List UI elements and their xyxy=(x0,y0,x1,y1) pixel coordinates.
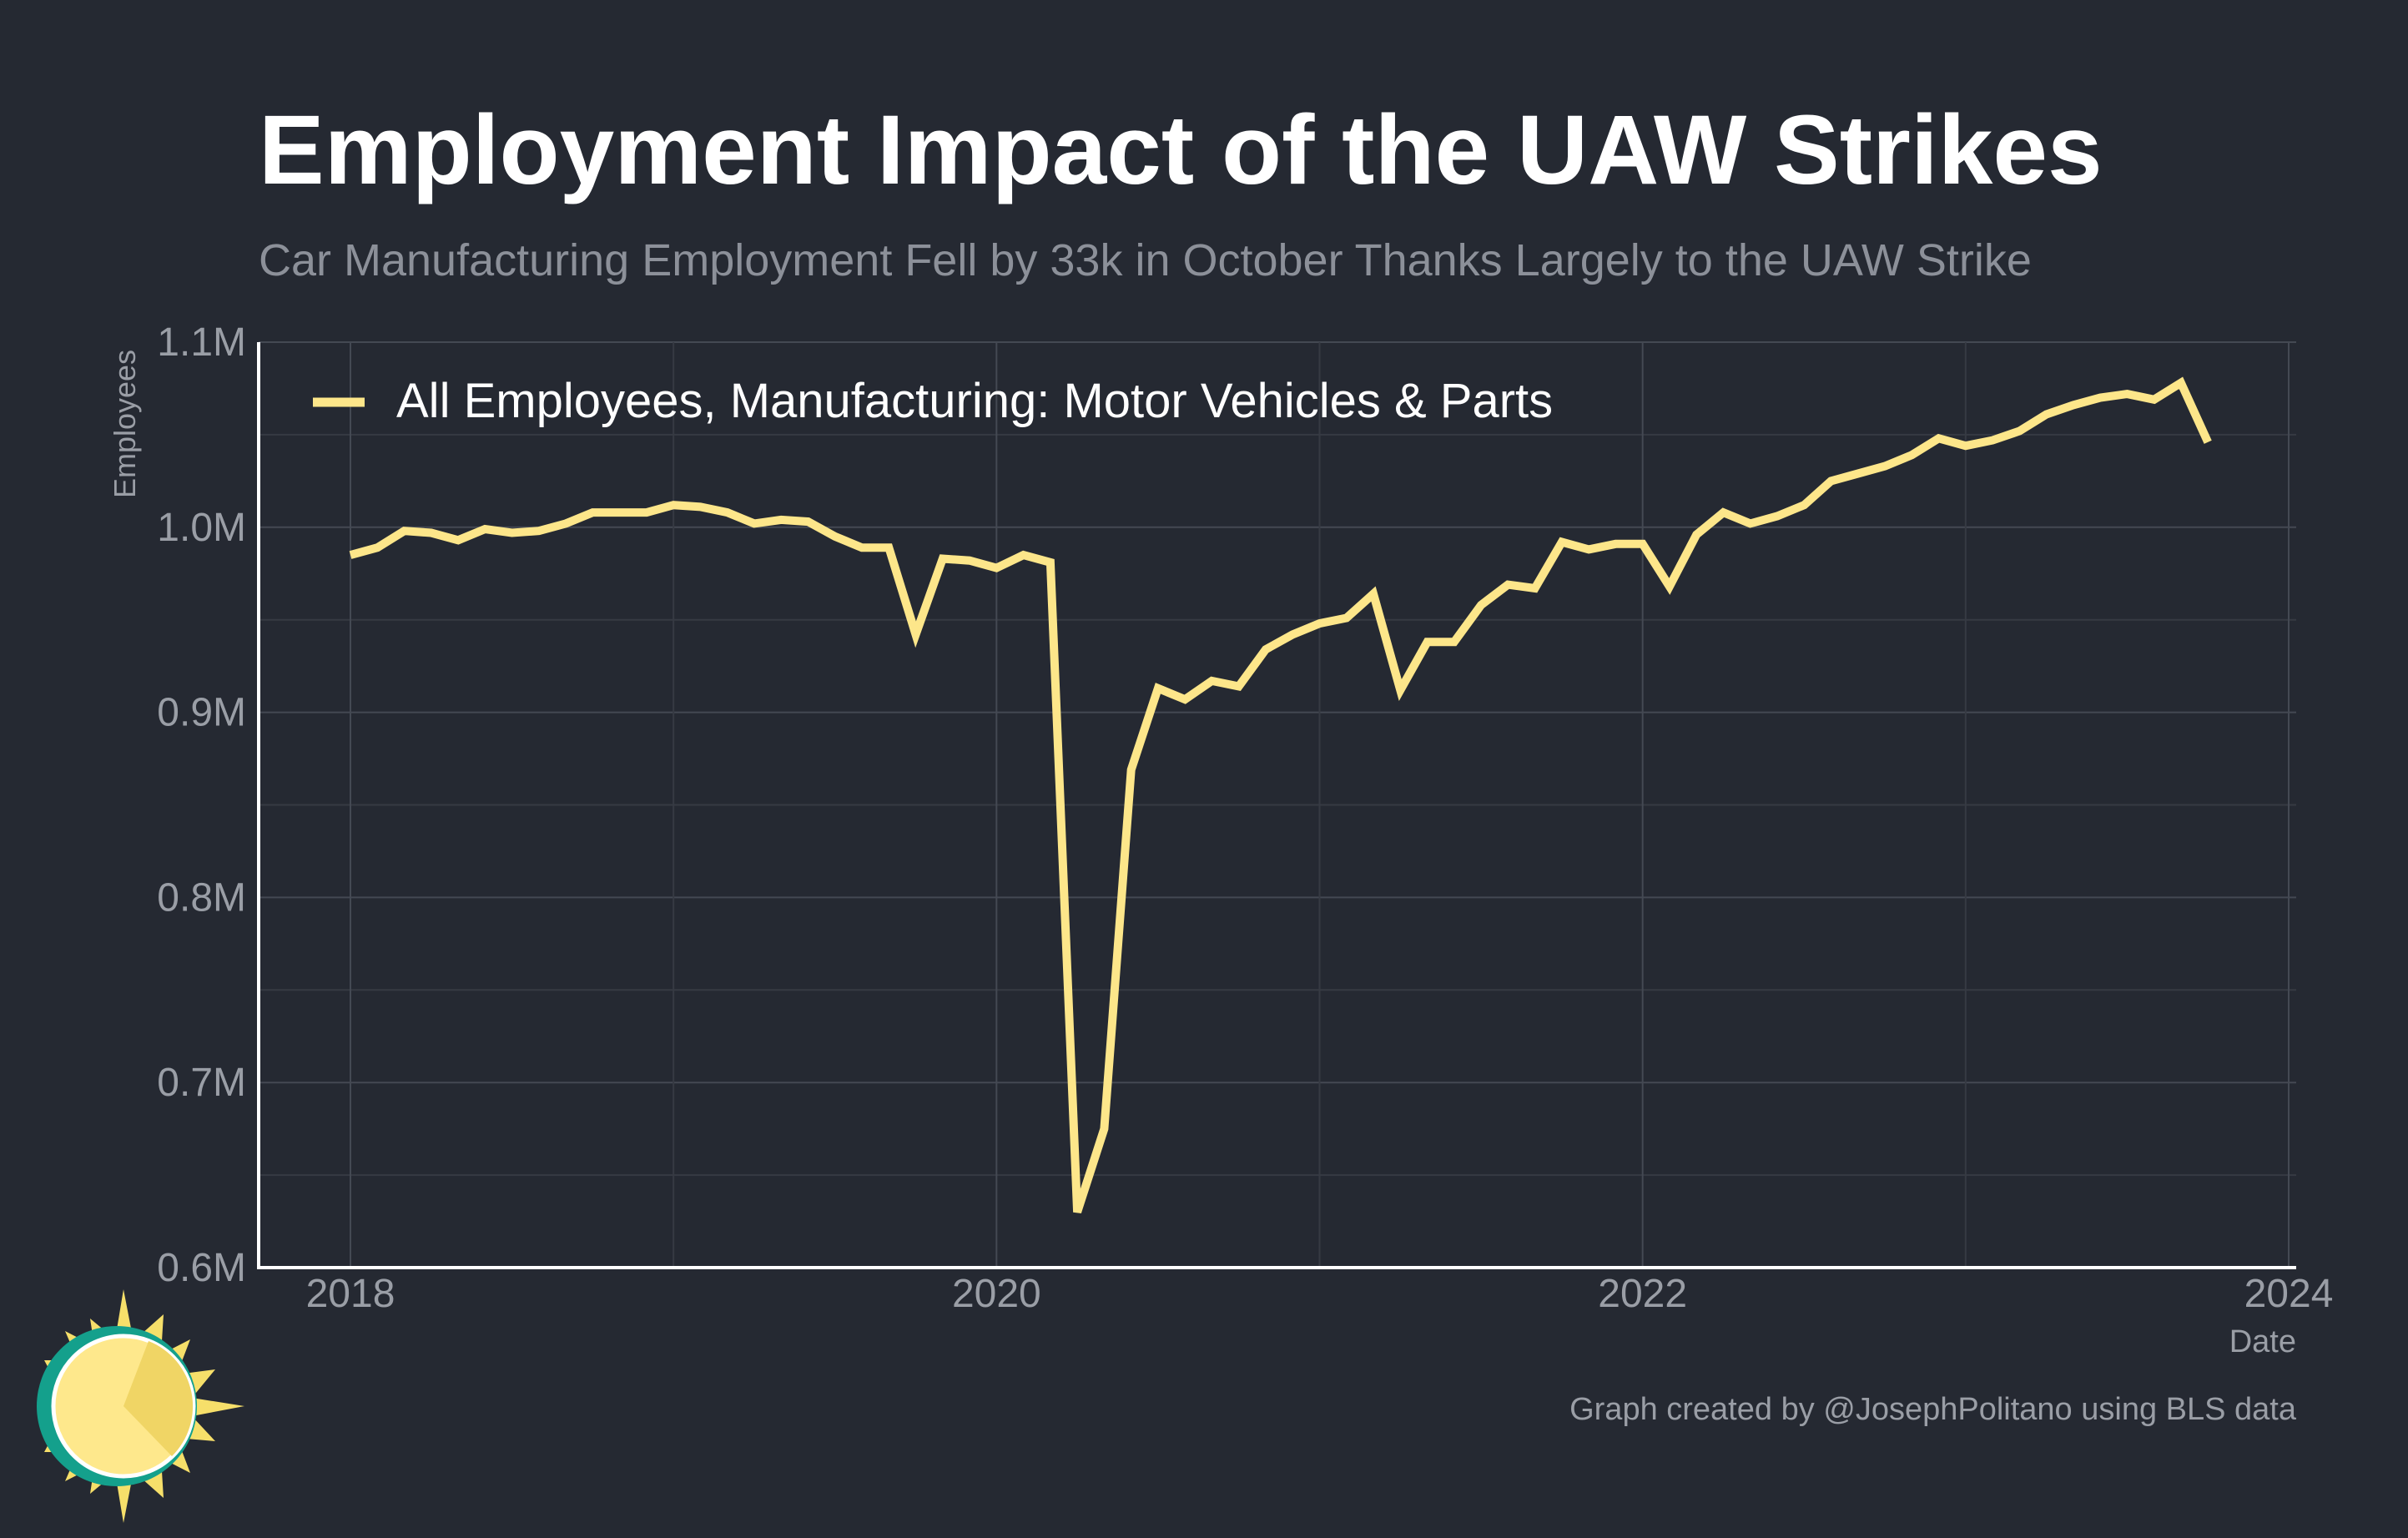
chart-subtitle: Car Manufacturing Employment Fell by 33k… xyxy=(259,235,2032,285)
credit-text: Graph created by @JosephPolitano using B… xyxy=(1569,1392,2297,1427)
y-axis-label: Employees xyxy=(108,350,142,498)
chart-title: Employment Impact of the UAW Strikes xyxy=(259,95,2103,205)
x-axis-label: Date xyxy=(2229,1324,2296,1359)
series-lines xyxy=(349,376,2212,1214)
series-line xyxy=(349,376,2212,1214)
x-tick-label: 2024 xyxy=(2244,1272,2334,1316)
y-tick-label: 0.8M xyxy=(157,875,246,920)
x-tick-label: 2022 xyxy=(1598,1272,1687,1316)
y-tick-label: 1.1M xyxy=(157,320,246,365)
x-tick-label: 2018 xyxy=(306,1272,395,1316)
legend: All Employees, Manufacturing: Motor Vehi… xyxy=(313,374,1553,428)
y-axis-ticks: 0.6M 0.7M 0.8M 0.9M 1.0M 1.1M xyxy=(157,320,246,1290)
x-tick-label: 2020 xyxy=(952,1272,1041,1316)
logo-sun-shade xyxy=(123,1341,194,1456)
y-tick-label: 0.7M xyxy=(157,1061,246,1105)
legend-label: All Employees, Manufacturing: Motor Vehi… xyxy=(396,374,1553,428)
y-tick-label: 0.9M xyxy=(157,691,246,735)
grid xyxy=(259,341,2296,1268)
x-axis-ticks: 2018 2020 2022 2024 xyxy=(306,1272,2334,1316)
y-tick-label: 0.6M xyxy=(157,1246,246,1290)
sun-logo-icon xyxy=(37,1289,244,1523)
y-tick-label: 1.0M xyxy=(157,506,246,550)
